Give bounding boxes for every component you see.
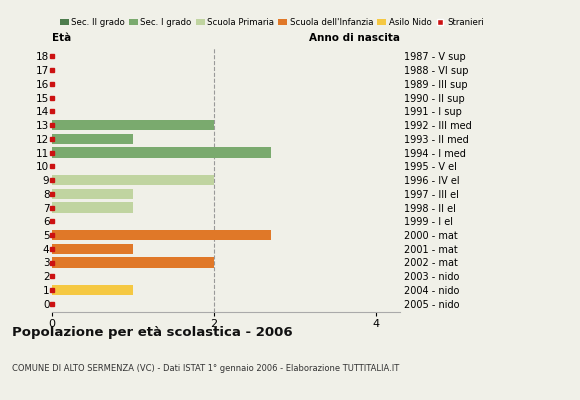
Bar	[52, 257, 214, 268]
Bar	[52, 285, 133, 295]
Bar	[52, 202, 133, 213]
Text: Età: Età	[52, 33, 71, 43]
Bar	[52, 188, 133, 199]
Bar	[52, 120, 214, 130]
Text: Popolazione per età scolastica - 2006: Popolazione per età scolastica - 2006	[12, 326, 292, 339]
Legend: Sec. II grado, Sec. I grado, Scuola Primaria, Scuola dell'Infanzia, Asilo Nido, : Sec. II grado, Sec. I grado, Scuola Prim…	[56, 15, 487, 30]
Text: COMUNE DI ALTO SERMENZA (VC) - Dati ISTAT 1° gennaio 2006 - Elaborazione TUTTITA: COMUNE DI ALTO SERMENZA (VC) - Dati ISTA…	[12, 364, 399, 373]
Bar	[52, 175, 214, 185]
Bar	[52, 147, 271, 158]
Bar	[52, 244, 133, 254]
Bar	[52, 134, 133, 144]
Bar	[52, 230, 271, 240]
Text: Anno di nascita: Anno di nascita	[309, 33, 400, 43]
